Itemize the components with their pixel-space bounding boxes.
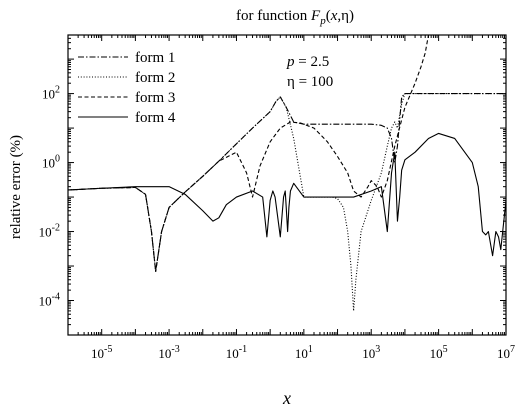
x-tick-label: 107 bbox=[497, 344, 515, 361]
annotations: p = 2.5 η = 100 bbox=[286, 54, 333, 90]
legend-label: form 2 bbox=[135, 70, 175, 86]
title-sub: p bbox=[319, 15, 326, 27]
series-lines bbox=[68, 35, 506, 312]
y-axis-label: relative error (%) bbox=[8, 135, 24, 239]
series-line-3 bbox=[68, 35, 430, 272]
x-tick-label: 103 bbox=[362, 344, 380, 361]
y-tick-label: 102 bbox=[42, 85, 60, 102]
annotation-text: p = 2.5 bbox=[286, 54, 329, 70]
title-func: F bbox=[310, 8, 321, 24]
x-tick-label: 101 bbox=[295, 344, 313, 361]
legend-label: form 1 bbox=[135, 50, 175, 66]
x-tick-label: 10-1 bbox=[226, 344, 247, 361]
legend-label: form 4 bbox=[135, 110, 176, 126]
plot-frame bbox=[67, 34, 507, 336]
x-axis-label: x bbox=[282, 388, 291, 408]
x-tick-label: 105 bbox=[430, 344, 448, 361]
y-tick-label: 100 bbox=[42, 154, 60, 171]
title-args-rest: ,η) bbox=[337, 8, 354, 24]
y-tick-label: 10-2 bbox=[39, 223, 60, 240]
annotation-text: η = 100 bbox=[287, 74, 333, 90]
x-tick-label: 10-5 bbox=[91, 344, 112, 361]
x-tick-label: 10-3 bbox=[158, 344, 179, 361]
legend-label: form 3 bbox=[135, 90, 175, 106]
chart-title: for function Fp(x,η) bbox=[236, 8, 354, 27]
y-tick-label: 10-4 bbox=[39, 292, 60, 309]
series-line-1 bbox=[68, 93, 506, 272]
series-line-2 bbox=[68, 93, 506, 312]
title-args-var: x bbox=[330, 8, 338, 24]
title-args-open: ( bbox=[326, 8, 331, 24]
legend: form 1 form 2 form 3 form 4 bbox=[78, 50, 176, 126]
title-prefix: for function bbox=[236, 8, 311, 24]
series-line-4 bbox=[68, 132, 506, 257]
